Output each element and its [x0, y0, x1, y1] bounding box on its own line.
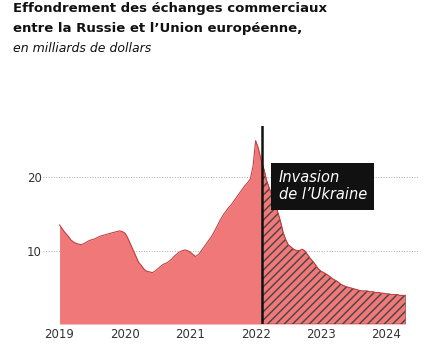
Text: entre la Russie et l’Union européenne,: entre la Russie et l’Union européenne, — [13, 22, 302, 35]
Text: Invasion
de l’Ukraine: Invasion de l’Ukraine — [279, 170, 367, 202]
Text: en milliards de dollars: en milliards de dollars — [13, 42, 151, 55]
Text: Effondrement des échanges commerciaux: Effondrement des échanges commerciaux — [13, 2, 327, 15]
